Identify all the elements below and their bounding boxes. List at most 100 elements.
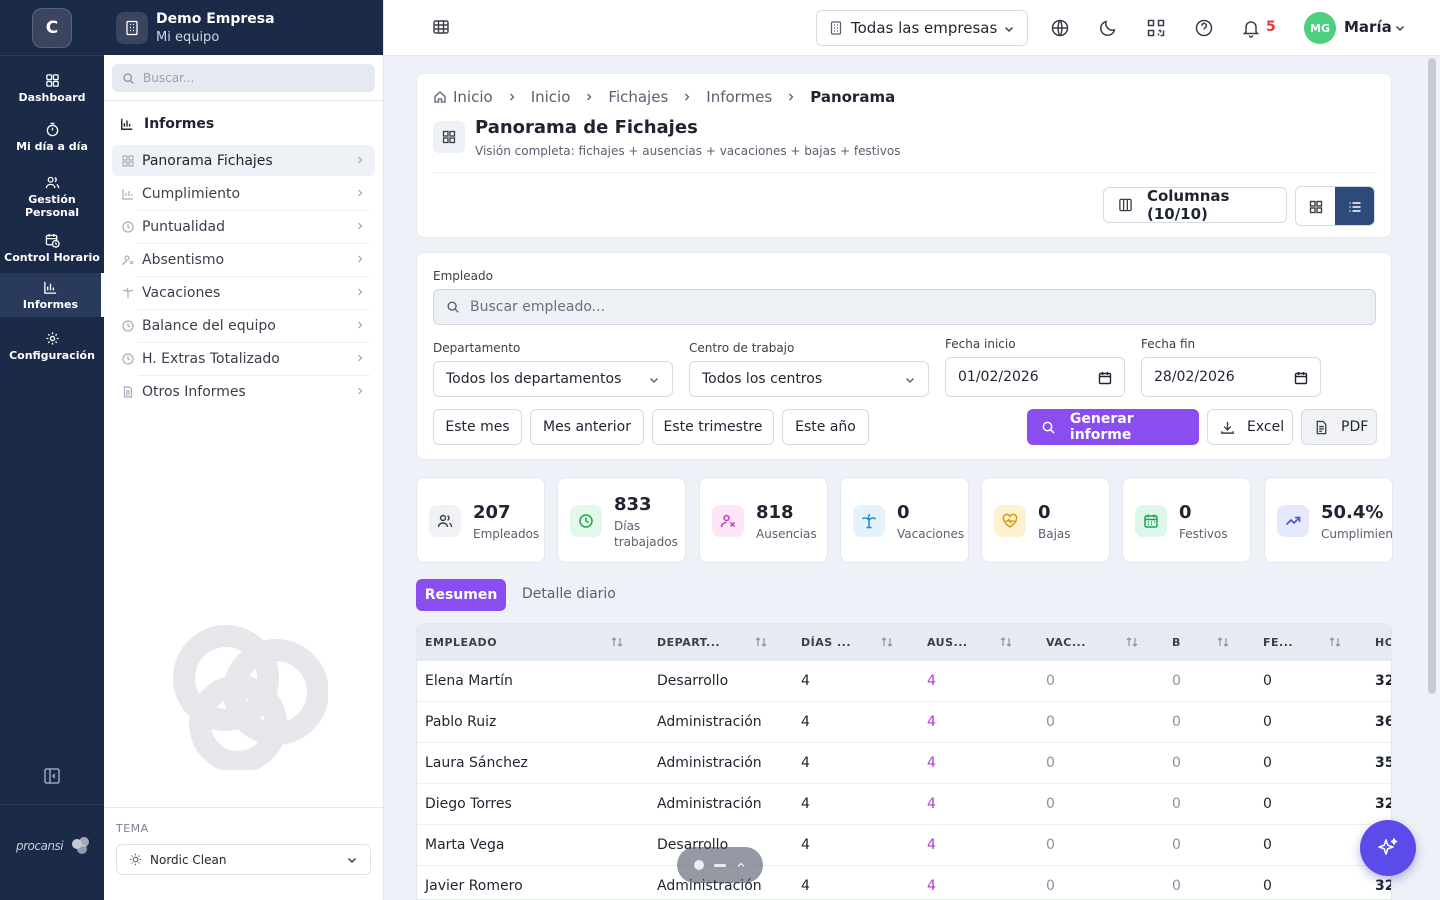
notification-count: 5 bbox=[1266, 19, 1276, 35]
cell-festivos: 0 bbox=[1263, 673, 1272, 689]
theme-select[interactable]: Nordic Clean bbox=[116, 844, 371, 875]
period-this-year-button[interactable]: Este año bbox=[782, 409, 869, 445]
bar-chart-icon bbox=[120, 117, 134, 131]
stat-icon-bg bbox=[994, 505, 1026, 537]
page-scrollbar[interactable] bbox=[1428, 58, 1436, 694]
rail-item-informes[interactable]: Informes bbox=[0, 273, 104, 317]
sidebar-item-cumplimiento[interactable]: Cumplimiento bbox=[112, 178, 375, 209]
bell-icon[interactable] bbox=[1241, 18, 1261, 38]
stat-label: Empleados bbox=[473, 527, 540, 541]
period-this-month-button[interactable]: Este mes bbox=[433, 409, 522, 445]
column-header-horas[interactable]: HO bbox=[1375, 636, 1391, 649]
columns-button[interactable]: Columnas (10/10) bbox=[1103, 187, 1287, 223]
rail-item-control-horario[interactable]: Control Horario bbox=[0, 226, 104, 270]
tab-detalle-diario[interactable]: Detalle diario bbox=[522, 586, 616, 602]
column-header-dias[interactable]: DÍAS ... bbox=[801, 636, 852, 649]
chevron-down-icon[interactable] bbox=[1394, 22, 1406, 34]
search-icon bbox=[1041, 420, 1056, 435]
sort-icon[interactable] bbox=[880, 635, 894, 649]
rail-item-dashboard[interactable]: Dashboard bbox=[0, 66, 104, 110]
sidebar-item-panorama[interactable]: Panorama Fichajes bbox=[112, 145, 375, 176]
calendar-icon[interactable] bbox=[1098, 371, 1112, 385]
rail-item-mi-dia[interactable]: Mi día a día bbox=[0, 115, 104, 159]
section-title-label: Informes bbox=[144, 116, 215, 132]
department-select[interactable]: Todos los departamentos bbox=[433, 361, 673, 397]
list-view-button[interactable] bbox=[1335, 187, 1374, 225]
generate-report-button[interactable]: Generar informe bbox=[1027, 409, 1199, 445]
rail-item-gestion-personal[interactable]: Gestión Personal bbox=[0, 170, 104, 224]
table-row[interactable]: Elena Martín Desarrollo 4 4 0 0 0 32 bbox=[417, 661, 1391, 702]
sort-icon[interactable] bbox=[610, 635, 624, 649]
table-row[interactable]: Pablo Ruiz Administración 4 4 0 0 0 36 bbox=[417, 702, 1391, 743]
user-name[interactable]: María bbox=[1344, 18, 1392, 36]
ai-assistant-button[interactable] bbox=[1360, 820, 1416, 876]
apps-grid-icon[interactable] bbox=[432, 18, 450, 36]
sidebar-item-vacaciones[interactable]: Vacaciones bbox=[112, 277, 375, 308]
table-row[interactable]: Laura Sánchez Administración 4 4 0 0 0 3… bbox=[417, 743, 1391, 784]
stat-label: Días trabajados bbox=[614, 519, 678, 549]
end-date-input[interactable]: 28/02/2026 bbox=[1141, 357, 1321, 397]
export-pdf-button[interactable]: PDF bbox=[1301, 409, 1377, 445]
period-last-month-button[interactable]: Mes anterior bbox=[530, 409, 644, 445]
export-excel-button[interactable]: Excel bbox=[1207, 409, 1293, 445]
sidebar-item-h-extras[interactable]: H. Extras Totalizado bbox=[112, 343, 375, 374]
column-header-empleado[interactable]: EMPLEADO bbox=[425, 636, 498, 649]
column-header-festivos[interactable]: FE... bbox=[1263, 636, 1294, 649]
breadcrumb-item[interactable]: Inicio bbox=[530, 88, 571, 106]
sidebar-item-absentismo[interactable]: Absentismo bbox=[112, 244, 375, 275]
employee-search-input[interactable] bbox=[470, 299, 1270, 315]
table-row[interactable]: Diego Torres Administración 4 4 0 0 0 32 bbox=[417, 784, 1391, 825]
floating-dock[interactable] bbox=[677, 847, 763, 883]
breadcrumb-item[interactable]: Fichajes bbox=[608, 88, 669, 106]
table-row[interactable]: Marta Vega Desarrollo 4 4 0 0 0 bbox=[417, 825, 1391, 866]
breadcrumb-item[interactable]: Informes bbox=[706, 88, 773, 106]
column-header-bajas[interactable]: B bbox=[1172, 636, 1181, 649]
period-this-quarter-button[interactable]: Este trimestre bbox=[652, 409, 774, 445]
rail-item-configuracion[interactable]: Configuración bbox=[0, 324, 104, 368]
department-value: Todos los departamentos bbox=[446, 371, 622, 387]
avatar[interactable]: MG bbox=[1304, 12, 1336, 44]
sidebar-search[interactable] bbox=[112, 64, 375, 92]
breadcrumb-current: Panorama bbox=[810, 88, 896, 106]
stat-label: Festivos bbox=[1179, 527, 1228, 541]
dock-minimize-icon bbox=[714, 863, 726, 867]
table-row[interactable]: Javier Romero Administración 4 4 0 0 0 3… bbox=[417, 866, 1391, 899]
app-logo[interactable]: C bbox=[32, 8, 72, 48]
sidebar-item-balance[interactable]: Balance del equipo bbox=[112, 310, 375, 341]
company-switcher[interactable]: Demo Empresa Mi equipo bbox=[104, 0, 383, 55]
employee-search[interactable] bbox=[433, 289, 1376, 325]
stat-label: Ausencias bbox=[756, 527, 817, 541]
grid-view-button[interactable] bbox=[1296, 187, 1335, 225]
cell-empleado: Diego Torres bbox=[425, 796, 512, 812]
stat-card-empleados: 207 Empleados bbox=[416, 477, 545, 563]
sun-icon bbox=[129, 853, 142, 866]
calendar-icon[interactable] bbox=[1294, 371, 1308, 385]
sort-icon[interactable] bbox=[1125, 635, 1139, 649]
qr-code-icon[interactable] bbox=[1146, 18, 1166, 38]
company-filter-select[interactable]: Todas las empresas bbox=[816, 10, 1028, 46]
breadcrumb-item[interactable]: Inicio bbox=[453, 88, 493, 106]
globe-icon[interactable] bbox=[1050, 18, 1070, 38]
sidebar-item-puntualidad[interactable]: Puntualidad bbox=[112, 211, 375, 242]
moon-icon[interactable] bbox=[1098, 18, 1118, 38]
sort-icon[interactable] bbox=[1216, 635, 1230, 649]
start-date-input[interactable]: 01/02/2026 bbox=[945, 357, 1125, 397]
column-header-ausencias[interactable]: AUS... bbox=[927, 636, 968, 649]
sort-icon[interactable] bbox=[1328, 635, 1342, 649]
stat-card-festivos: 0 Festivos bbox=[1122, 477, 1251, 563]
sidebar-item-otros[interactable]: Otros Informes bbox=[112, 376, 375, 407]
sort-icon[interactable] bbox=[754, 635, 768, 649]
download-icon bbox=[1220, 420, 1235, 435]
sort-icon[interactable] bbox=[999, 635, 1013, 649]
help-icon[interactable] bbox=[1194, 18, 1214, 38]
list-icon bbox=[1348, 200, 1362, 214]
column-header-vacaciones[interactable]: VAC... bbox=[1046, 636, 1086, 649]
center-select[interactable]: Todos los centros bbox=[689, 361, 929, 397]
column-header-departamento[interactable]: DEPART... bbox=[657, 636, 721, 649]
collapse-sidebar-icon[interactable] bbox=[42, 766, 62, 786]
sidebar-search-input[interactable] bbox=[143, 71, 343, 85]
chevron-down-icon bbox=[346, 854, 358, 866]
tab-resumen[interactable]: Resumen bbox=[416, 579, 506, 611]
cell-empleado: Marta Vega bbox=[425, 837, 505, 853]
cell-festivos: 0 bbox=[1263, 878, 1272, 894]
